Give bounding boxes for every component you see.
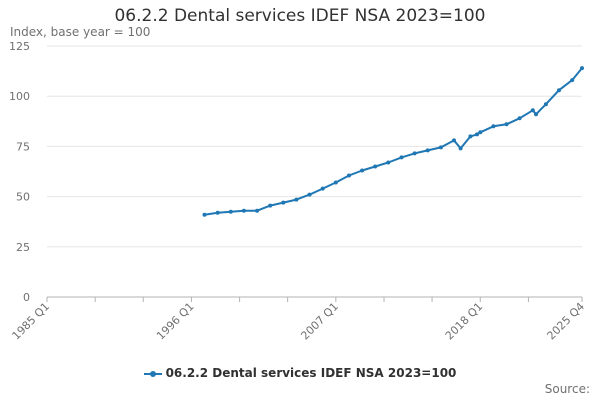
data-point [530,108,535,113]
data-point [347,173,351,178]
legend[interactable]: 06.2.2 Dental services IDEF NSA 2023=100 [0,366,600,380]
data-point [228,209,233,214]
data-point [517,116,522,121]
x-tick-label: 2025 Q4 [545,300,588,343]
data-point [452,138,456,143]
legend-label: 06.2.2 Dental services IDEF NSA 2023=100 [165,366,457,380]
series-line [204,67,583,216]
data-point [475,132,479,137]
x-tick-label: 2018 Q1 [443,300,486,343]
legend-line-marker-icon [143,369,162,379]
data-point [478,130,483,135]
data-point [360,168,365,173]
data-point [399,155,404,160]
data-point [307,192,312,197]
y-tick-label: 75 [16,140,30,153]
gridlines [47,45,582,298]
x-tick-label: 1985 Q1 [10,300,53,343]
data-point [534,112,538,117]
data-point [333,180,338,185]
data-point [438,145,443,150]
y-tick-label: 0 [23,291,30,304]
data-point [241,208,246,213]
data-point [504,122,509,127]
data-point [580,66,584,71]
data-point [320,186,325,191]
series-layer [202,66,584,217]
data-point [468,134,473,139]
data-point [412,151,417,156]
data-point [373,164,378,169]
chart-title: 06.2.2 Dental services IDEF NSA 2023=100 [114,6,486,26]
chart-subtitle: Index, base year = 100 [10,25,151,39]
data-point [557,88,561,93]
data-point [570,78,575,83]
x-tick-label: 2007 Q1 [298,300,341,343]
data-point [491,124,496,129]
source-label: Source: [544,382,590,396]
data-point [268,203,273,208]
y-tick-label: 100 [9,90,30,103]
data-point [281,200,286,205]
data-point [425,148,430,153]
data-point [386,160,391,165]
data-point [294,197,299,202]
y-tick-label: 125 [9,40,30,53]
x-tick-label: 1996 Q1 [154,300,197,343]
data-point [215,210,220,215]
y-tick-label: 25 [16,241,30,254]
data-point [543,102,548,107]
data-point [458,146,463,151]
data-point [255,208,260,213]
y-tick-label: 50 [16,191,30,204]
data-point [202,212,207,217]
